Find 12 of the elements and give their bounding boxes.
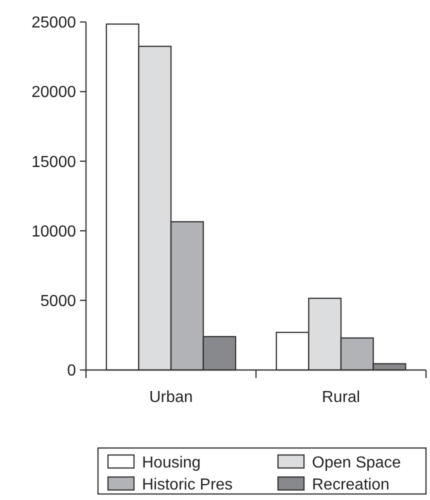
legend-label: Recreation bbox=[312, 476, 390, 494]
legend-label: Housing bbox=[142, 454, 201, 472]
y-tick-label: 20000 bbox=[32, 84, 76, 102]
y-tick-label: 0 bbox=[67, 362, 76, 380]
y-tick-label: 25000 bbox=[32, 14, 76, 32]
y-tick-label: 5000 bbox=[40, 293, 76, 310]
x-tick-label: Rural bbox=[322, 389, 360, 406]
y-tick-label: 10000 bbox=[32, 223, 76, 240]
x-tick-label: Urban bbox=[149, 389, 193, 406]
legend-label: Open Space bbox=[312, 454, 402, 472]
legend-label: Historic Pres bbox=[142, 476, 233, 494]
y-tick-label: 15000 bbox=[32, 154, 76, 171]
